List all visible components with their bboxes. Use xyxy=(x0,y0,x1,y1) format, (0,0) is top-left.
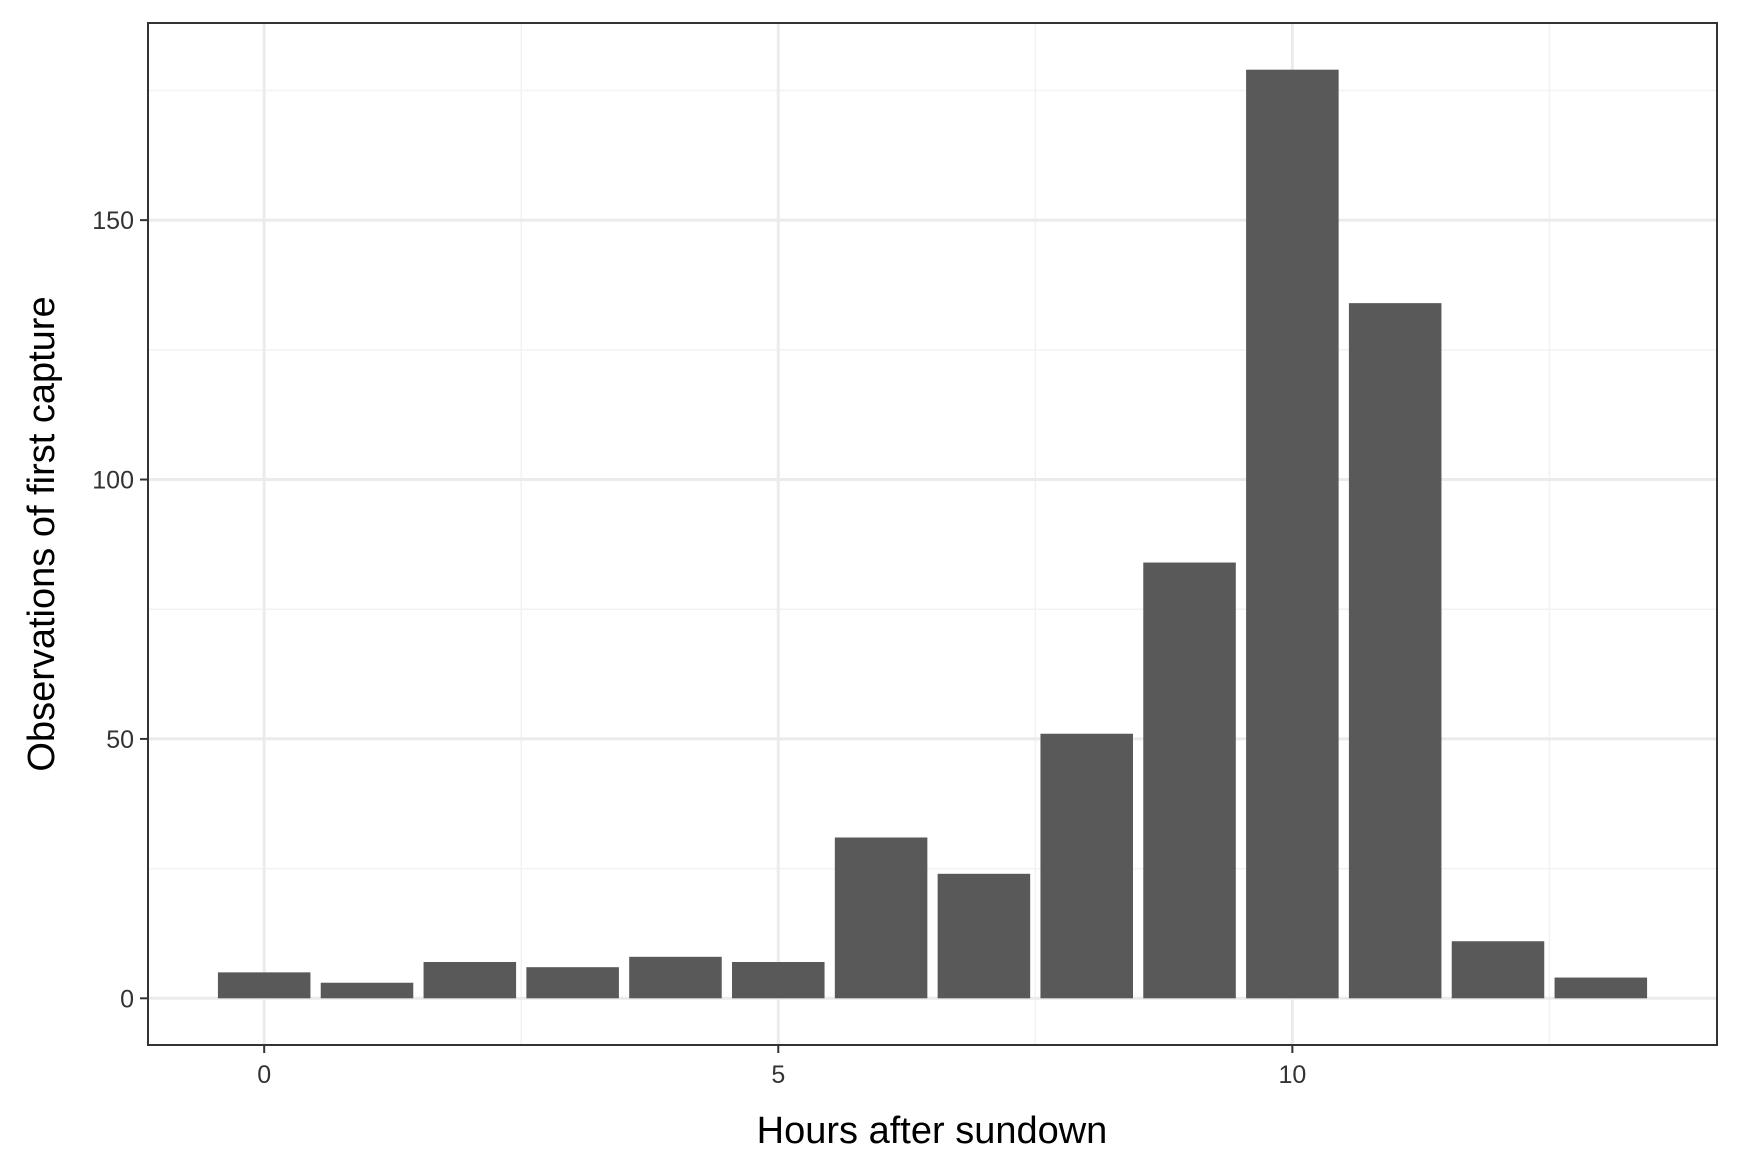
bar-hour-1 xyxy=(320,982,414,999)
y-tick-label: 50 xyxy=(106,726,134,754)
y-tick-label: 0 xyxy=(120,985,134,1013)
bar-hour-10 xyxy=(1246,69,1339,999)
bar-hour-4 xyxy=(629,956,722,999)
bar-hour-8 xyxy=(1040,733,1133,999)
bar-hour-0 xyxy=(217,972,311,999)
bar-hour-13 xyxy=(1554,977,1648,999)
bar-hour-2 xyxy=(423,961,517,999)
bar-hour-12 xyxy=(1451,941,1545,999)
panel-border xyxy=(147,22,1718,1046)
y-tick-label: 150 xyxy=(92,207,134,235)
bar-hour-11 xyxy=(1348,303,1442,999)
bar-hour-7 xyxy=(937,873,1031,999)
y-axis-title: Observations of first capture xyxy=(21,296,63,771)
bars xyxy=(217,69,1648,999)
x-axis-title: Hours after sundown xyxy=(757,1110,1108,1152)
bar-hour-6 xyxy=(834,837,928,999)
x-tick-label: 5 xyxy=(771,1061,785,1089)
x-axis-ticks: 0 5 10 xyxy=(257,1045,1306,1089)
bar-hour-9 xyxy=(1143,562,1236,999)
bar-hour-5 xyxy=(732,961,825,999)
y-tick-label: 100 xyxy=(92,467,134,495)
y-axis-ticks: 0 50 100 150 xyxy=(92,207,148,1013)
x-tick-label: 0 xyxy=(257,1061,271,1089)
bar-hour-3 xyxy=(526,967,619,999)
x-tick-label: 10 xyxy=(1278,1061,1306,1089)
